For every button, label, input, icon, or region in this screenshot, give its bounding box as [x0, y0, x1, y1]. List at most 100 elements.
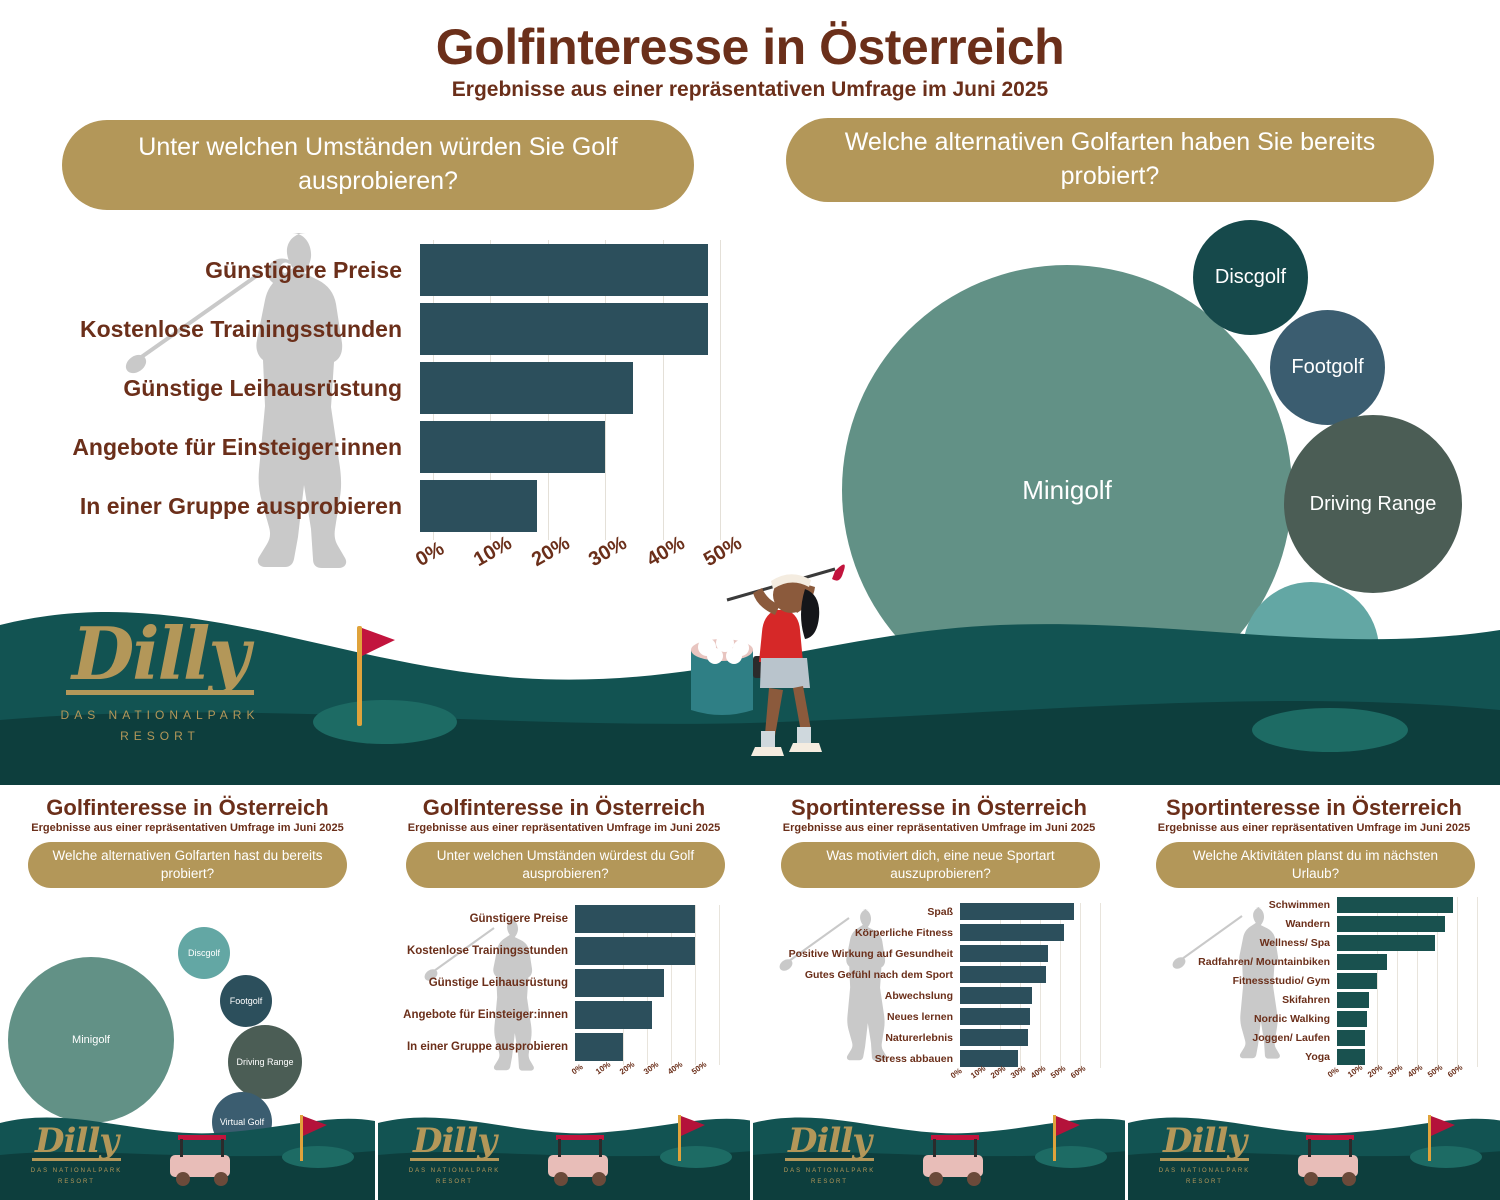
axis-tick: 40% — [643, 531, 689, 572]
thumbnail-3[interactable]: Sportinteresse in Österreich Ergebnisse … — [750, 785, 1125, 1200]
bar-label: Spaß — [927, 905, 953, 918]
gridline — [1060, 903, 1061, 1068]
brand-name: Dilly — [32, 1124, 121, 1162]
bubble-label: Minigolf — [1022, 474, 1112, 505]
bubble-discgolf: Discgolf — [1193, 220, 1308, 335]
axis-tick: 40% — [666, 1059, 685, 1077]
bar-label: Angebote für Einsteiger:innen — [403, 1009, 568, 1021]
bar-label: In einer Gruppe ausprobieren — [79, 492, 402, 519]
thumb-footer-wave — [378, 1115, 750, 1200]
bar-row: Körperliche Fitness — [753, 924, 1064, 941]
bar-fill — [420, 362, 633, 414]
axis-tick: 30% — [642, 1059, 661, 1077]
axis-tick: 0% — [412, 537, 449, 572]
bubble-label: Discgolf — [187, 948, 220, 958]
bar-label: Günstige Leihausrüstung — [428, 977, 568, 989]
bar-row: Skifahren — [1128, 992, 1369, 1008]
bar-row: Günstige Leihausrüstung — [378, 969, 664, 997]
question-pill-left: Unter welchen Umständen würden Sie Golf … — [62, 120, 694, 210]
bar-label: Nordic Walking — [1253, 1013, 1330, 1025]
bar-label: Gutes Gefühl nach dem Sport — [804, 968, 953, 981]
bar-row: Spaß — [753, 903, 1074, 920]
bar-fill — [1337, 935, 1435, 951]
bar-row: In einer Gruppe ausprobieren — [378, 1033, 623, 1061]
bar-label: Radfahren/ Mountainbiken — [1198, 956, 1330, 968]
gridline — [720, 240, 721, 540]
bubble-driving-range: Driving Range — [1284, 415, 1462, 593]
bar-label: Körperliche Fitness — [854, 926, 953, 939]
gridline — [1100, 903, 1101, 1068]
gridline — [1020, 903, 1021, 1068]
bar-row: Wellness/ Spa — [1128, 935, 1435, 951]
axis-tick: 50% — [690, 1059, 709, 1077]
golfer-silhouette-icon — [256, 233, 347, 568]
bar-row: Günstigere Preise — [20, 244, 708, 296]
gridline — [1080, 903, 1081, 1068]
bubble-label: Footgolf — [1291, 356, 1364, 378]
brand-tagline-2: RESORT — [436, 1179, 473, 1186]
brand-name: Dilly — [410, 1124, 499, 1162]
axis-tick: 30% — [1386, 1062, 1405, 1080]
axis-tick: 20% — [528, 531, 574, 572]
thumb-subtitle: Ergebnisse aus einer repräsentativen Umf… — [31, 822, 344, 834]
gridline — [1397, 897, 1398, 1067]
brand-tagline-1: DAS NATIONALPARK — [783, 1168, 876, 1175]
axis-tick: 50% — [1426, 1062, 1445, 1080]
bar-label: Positive Wirkung auf Gesundheit — [788, 947, 953, 960]
bar-fill — [575, 1033, 623, 1061]
thumb-title: Sportinteresse in Österreich — [791, 795, 1087, 820]
bar-row: Kostenlose Trainingsstunden — [378, 937, 695, 965]
bar-label: Angebote für Einsteiger:innen — [72, 433, 402, 460]
brand-tagline-1: DAS NATIONALPARK — [30, 1168, 123, 1175]
bar-label: Schwimmen — [1268, 899, 1330, 911]
golfer-silhouette-icon — [846, 909, 887, 1061]
thumbnail-1[interactable]: Golfinteresse in Österreich Ergebnisse a… — [0, 785, 375, 1200]
bar-fill — [1337, 992, 1369, 1008]
brand-tagline-2: RESORT — [811, 1179, 848, 1186]
thumb-question-pill: Welche Aktivitäten planst du im nächsten… — [1156, 842, 1475, 889]
brand-name: Dilly — [785, 1124, 874, 1162]
thumb-title: Sportinteresse in Österreich — [1166, 795, 1462, 820]
gridline — [1377, 897, 1378, 1067]
bar-fill — [960, 966, 1046, 983]
bar-label: Günstigere Preise — [469, 913, 568, 925]
gridline — [719, 905, 720, 1065]
bubble-discgolf: Discgolf — [178, 927, 230, 979]
golf-club-icon — [779, 917, 850, 971]
bar-fill — [575, 1001, 652, 1029]
bar-row: Neues lernen — [753, 1008, 1030, 1025]
axis-tick: 10% — [470, 531, 516, 572]
bar-label: Stress abbauen — [874, 1052, 953, 1065]
page-title: Golfinteresse in Österreich — [435, 19, 1065, 75]
bar-label: Fitnessstudio/ Gym — [1232, 975, 1330, 987]
axis-tick: 40% — [1406, 1062, 1425, 1080]
bar-row: Wandern — [1128, 916, 1445, 932]
thumbnail-4[interactable]: Sportinteresse in Österreich Ergebnisse … — [1125, 785, 1500, 1200]
bar-fill — [960, 924, 1064, 941]
thumbnail-2[interactable]: Golfinteresse in Österreich Ergebnisse a… — [375, 785, 750, 1200]
bar-row: In einer Gruppe ausprobieren — [20, 480, 537, 532]
bubble-label: Discgolf — [1214, 266, 1287, 288]
bar-label: Kostenlose Trainingsstunden — [79, 315, 402, 342]
axis-tick: 10% — [594, 1059, 613, 1077]
gridline — [695, 905, 696, 1065]
bar-fill — [1337, 1049, 1365, 1065]
bar-row: Günstige Leihausrüstung — [20, 362, 633, 414]
bar-row: Yoga — [1128, 1049, 1365, 1065]
bar-label: Joggen/ Laufen — [1252, 1032, 1330, 1044]
thumb-title: Golfinteresse in Österreich — [422, 795, 706, 820]
axis-tick: 10% — [1346, 1062, 1365, 1080]
axis-tick: 50% — [1049, 1063, 1068, 1081]
bar-row: Angebote für Einsteiger:innen — [378, 1001, 652, 1029]
thumb-question-pill: Welche alternativen Golfarten hast du be… — [28, 842, 347, 889]
axis-tick: 30% — [585, 531, 631, 572]
bar-label: Wandern — [1285, 918, 1330, 930]
bar-fill — [960, 903, 1074, 920]
bar-row: Angebote für Einsteiger:innen — [20, 421, 605, 473]
axis-tick: 40% — [1029, 1063, 1048, 1081]
thumb-brand-logo: Dilly DAS NATIONALPARK RESORT — [767, 1124, 892, 1188]
bar-fill — [1337, 973, 1377, 989]
bubble-footgolf: Footgolf — [220, 975, 272, 1027]
gridline — [1040, 903, 1041, 1068]
bar-fill — [575, 905, 695, 933]
